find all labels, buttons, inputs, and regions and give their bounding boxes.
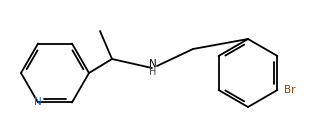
Text: Br: Br [284,85,296,95]
Text: N: N [34,97,42,107]
Text: N: N [149,59,157,69]
Text: H: H [149,67,157,77]
